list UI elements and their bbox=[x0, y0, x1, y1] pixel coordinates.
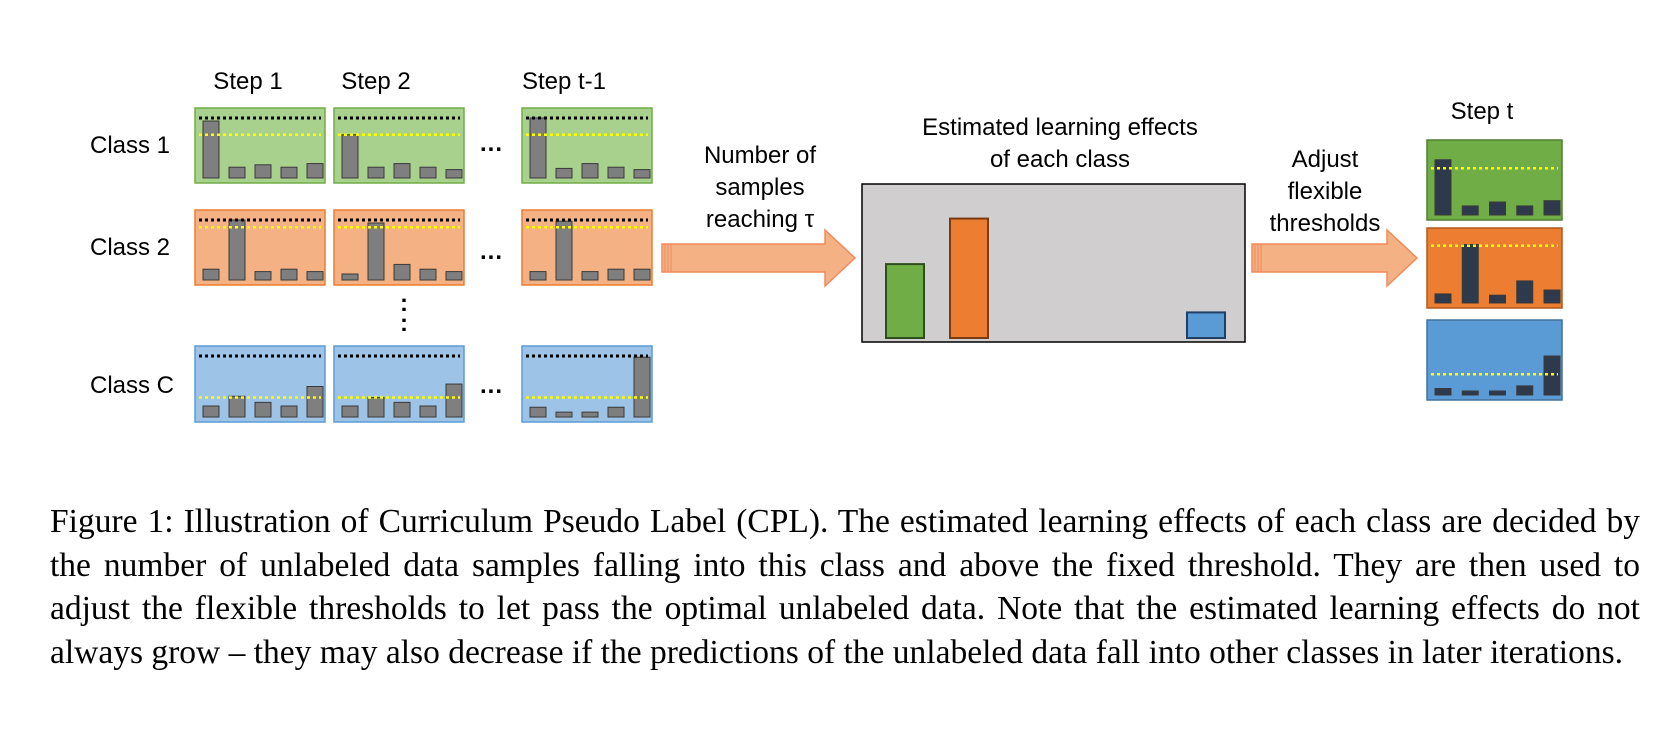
step-t-class-3-bar-3 bbox=[1489, 390, 1506, 396]
classC-step-2-bar-5 bbox=[445, 383, 463, 418]
arrow-samples-reaching-tau bbox=[661, 228, 857, 288]
classC-step-1-bar-4 bbox=[280, 405, 298, 418]
class1-step-1-bar-3 bbox=[254, 164, 272, 179]
step-t-class-2-bar-5 bbox=[1543, 289, 1561, 304]
class2-step-1-bar-4 bbox=[280, 268, 298, 281]
step-t-class-3-bar-1 bbox=[1434, 388, 1452, 396]
learning-effects-title-line-2: of each class bbox=[989, 146, 1131, 173]
cpl-figure: Step 1 Step 2 Step t-1 Step t Class 1 Cl… bbox=[90, 68, 1563, 423]
learning-effects-title: Estimated learning effects of each class bbox=[880, 112, 1240, 176]
classC-step-3-bar-1 bbox=[529, 406, 547, 418]
step-t-class-2-bar-3 bbox=[1489, 294, 1506, 304]
caption-text: Figure 1: Illustration of Curriculum Pse… bbox=[50, 503, 1640, 671]
class1-step-3-bar-1 bbox=[529, 117, 547, 179]
class2-step-3-bar-3 bbox=[581, 271, 599, 281]
class1-step-1-bar-4 bbox=[280, 166, 298, 179]
class-c-label: Class C bbox=[90, 372, 175, 399]
step-t-header: Step t bbox=[1450, 98, 1514, 125]
vertical-ellipsis-lower: : bbox=[400, 310, 409, 337]
class1-step-2-bar-2 bbox=[367, 166, 385, 179]
classC-step-2-bar-4 bbox=[419, 405, 437, 418]
class1-step-3-bar-4 bbox=[607, 166, 625, 179]
class2-step-1-bar-1 bbox=[202, 268, 220, 281]
step-t-class-1-bar-4 bbox=[1516, 205, 1534, 216]
class1-step-3-bar-5 bbox=[633, 169, 651, 179]
classC-step-1-bar-1 bbox=[202, 405, 220, 418]
step-t-class-1-bar-3 bbox=[1489, 201, 1506, 216]
row-1-ellipsis: ... bbox=[480, 130, 504, 157]
class1-step-2-bar-5 bbox=[445, 169, 463, 179]
arrow-1-label-line-2: samples bbox=[715, 174, 805, 201]
class1-step-1-bar-2 bbox=[228, 166, 246, 179]
step-t-class-3-panel bbox=[1426, 319, 1563, 401]
classC-step-3-bar-4 bbox=[607, 406, 625, 418]
class2-step-3-bar-1 bbox=[529, 271, 547, 281]
arrow-2-label: Adjust flexible thresholds bbox=[1250, 144, 1400, 240]
arrow-1-label: Number of samples reaching τ bbox=[680, 140, 840, 236]
class2-step-2-bar-1 bbox=[341, 273, 359, 281]
arrow-1-label-line-1: Number of bbox=[703, 142, 817, 169]
class1-step-3-bar-2 bbox=[555, 167, 573, 179]
class1-step-2-bar-3 bbox=[393, 163, 411, 179]
class1-step-2-bar-1 bbox=[341, 134, 359, 179]
classC-step-1-bar-5 bbox=[306, 386, 324, 418]
row-2-ellipsis: ... bbox=[480, 238, 504, 265]
class2-step-3-bar-2 bbox=[555, 220, 573, 281]
step-t-minus-1-header: Step t-1 bbox=[521, 68, 607, 95]
learning-effect-bar-1 bbox=[885, 263, 925, 340]
classC-step-1-bar-2 bbox=[228, 395, 246, 418]
classC-step-2-bar-2 bbox=[367, 396, 385, 418]
vertical-ellipsis-upper: : bbox=[400, 290, 409, 317]
figure-caption: Figure 1: Illustration of Curriculum Pse… bbox=[50, 500, 1640, 674]
class2-step-3-bar-5 bbox=[633, 268, 651, 281]
step-t-class-3-bar-2 bbox=[1461, 390, 1479, 396]
class2-step-2-bar-5 bbox=[445, 271, 463, 281]
arrow-2-label-line-3: thresholds bbox=[1269, 210, 1381, 237]
arrow-1-label-line-3: reaching τ bbox=[705, 206, 815, 233]
row-c-ellipsis: ... bbox=[480, 372, 504, 399]
step-t-class-2-bar-1 bbox=[1434, 293, 1452, 304]
class2-step-2-bar-3 bbox=[393, 263, 411, 281]
step-t-class-1-bar-2 bbox=[1461, 205, 1479, 216]
step-t-class-1-bar-1 bbox=[1434, 159, 1452, 216]
step-t-class-1-bar-5 bbox=[1543, 200, 1561, 216]
learning-effect-bar-2 bbox=[949, 217, 989, 339]
classC-step-3-bar-3 bbox=[581, 411, 599, 418]
classC-step-2-bar-3 bbox=[393, 401, 411, 418]
step-t-class-3-bar-5 bbox=[1543, 355, 1561, 396]
arrow-2-label-line-1: Adjust bbox=[1291, 146, 1359, 173]
classC-step-3-bar-2 bbox=[555, 411, 573, 418]
step-1-header: Step 1 bbox=[213, 68, 283, 95]
class-2-label: Class 2 bbox=[90, 234, 171, 261]
class2-step-3-bar-4 bbox=[607, 268, 625, 281]
class2-step-1-bar-5 bbox=[306, 271, 324, 281]
step-t-class-2-bar-4 bbox=[1516, 280, 1534, 304]
figure-graphics bbox=[194, 107, 1563, 423]
classC-step-1-bar-3 bbox=[254, 401, 272, 418]
learning-effects-panel bbox=[861, 183, 1246, 343]
step-t-class-2-bar-2 bbox=[1461, 244, 1479, 304]
class1-step-2-bar-4 bbox=[419, 166, 437, 179]
learning-effect-bar-3 bbox=[1186, 311, 1226, 339]
classC-step-3-panel bbox=[521, 345, 653, 423]
classC-step-3-bar-5 bbox=[633, 356, 651, 418]
step-2-header: Step 2 bbox=[341, 68, 411, 95]
class1-step-1-bar-1 bbox=[202, 120, 220, 179]
learning-effects-title-line-1: Estimated learning effects bbox=[922, 114, 1198, 141]
class2-step-2-bar-4 bbox=[419, 268, 437, 281]
class2-step-2-bar-2 bbox=[367, 222, 385, 281]
arrow-2-label-line-2: flexible bbox=[1287, 178, 1363, 205]
class2-step-1-bar-3 bbox=[254, 271, 272, 281]
class-1-label: Class 1 bbox=[90, 132, 171, 159]
step-t-class-3-bar-4 bbox=[1516, 385, 1534, 396]
class1-step-1-bar-5 bbox=[306, 163, 324, 179]
class1-step-3-bar-3 bbox=[581, 163, 599, 179]
classC-step-2-bar-1 bbox=[341, 405, 359, 418]
arrow-adjust-thresholds bbox=[1251, 228, 1419, 288]
class2-step-1-bar-2 bbox=[228, 219, 246, 281]
